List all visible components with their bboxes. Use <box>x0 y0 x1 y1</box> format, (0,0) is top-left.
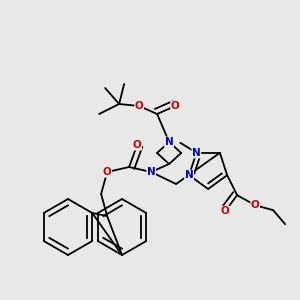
Text: O: O <box>171 101 179 111</box>
Text: N: N <box>147 167 155 177</box>
Text: O: O <box>103 167 112 177</box>
Text: O: O <box>135 101 143 111</box>
Text: O: O <box>133 140 142 150</box>
Text: O: O <box>251 200 260 210</box>
Text: N: N <box>165 137 173 147</box>
Text: N: N <box>192 148 201 158</box>
Text: N: N <box>185 170 194 180</box>
Text: O: O <box>221 206 230 216</box>
